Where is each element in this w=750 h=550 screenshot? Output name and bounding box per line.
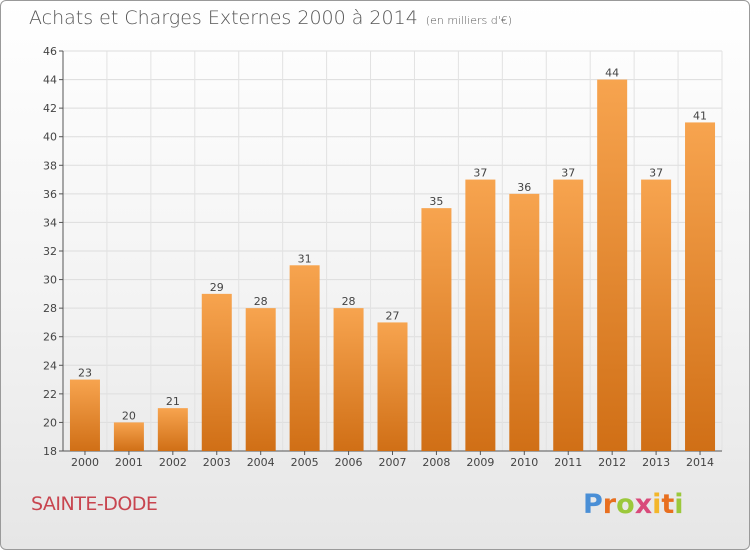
data-label: 36 [517,181,531,194]
data-label: 35 [429,195,443,208]
bar [641,179,672,452]
x-tick-label: 2008 [422,456,450,469]
y-tick-label: 40 [43,131,57,144]
x-tick-label: 2013 [642,456,670,469]
data-label: 27 [386,309,400,322]
x-tick-label: 2009 [466,456,494,469]
x-tick-label: 2010 [510,456,538,469]
x-tick-label: 2014 [686,456,714,469]
chart-subtitle: (en milliers d'€) [425,14,513,27]
y-tick-label: 18 [43,445,57,458]
x-tick-label: 2011 [554,456,582,469]
bar [597,79,628,452]
x-tick-label: 2007 [379,456,407,469]
y-tick-label: 42 [43,102,57,115]
bars [69,79,716,452]
y-tick-label: 34 [43,216,57,229]
y-tick-label: 46 [43,45,57,58]
x-tick-label: 2005 [291,456,319,469]
data-label: 20 [122,409,136,422]
x-tick-label: 2001 [115,456,143,469]
data-label: 31 [298,252,312,265]
x-tick-label: 2002 [159,456,187,469]
data-label: 21 [166,395,180,408]
bar [553,179,584,452]
y-tick-label: 24 [43,359,57,372]
y-tick-label: 30 [43,274,57,287]
y-tick-label: 20 [43,416,57,429]
y-tick-label: 32 [43,245,57,258]
data-label: 28 [342,295,356,308]
x-tick-label: 2006 [335,456,363,469]
bar [245,308,276,451]
y-tick-label: 44 [43,74,57,87]
data-label: 44 [605,67,619,80]
y-tick-label: 26 [43,331,57,344]
data-label: 29 [210,281,224,294]
data-label: 23 [78,367,92,380]
x-tick-label: 2012 [598,456,626,469]
bar [377,322,408,451]
bar [421,208,452,451]
proxiti-logo: Proxiti [583,489,684,520]
bar [333,308,364,451]
bar [201,293,232,451]
commune-name: SAINTE-DODE [31,493,158,515]
y-tick-label: 28 [43,302,57,315]
x-tick-label: 2003 [203,456,231,469]
x-tick-label: 2004 [247,456,275,469]
y-tick-label: 36 [43,188,57,201]
chart-title-text: Achats et Charges Externes 2000 à 2014 [29,7,418,29]
data-label: 37 [649,167,663,180]
bar [69,379,100,451]
chart-title: Achats et Charges Externes 2000 à 2014 (e… [29,7,512,29]
bar [685,122,716,451]
y-tick-label: 38 [43,159,57,172]
data-label: 41 [693,109,707,122]
x-tick-label: 2000 [71,456,99,469]
data-label: 28 [254,295,268,308]
data-label: 37 [473,167,487,180]
bar [509,193,540,451]
bar [465,179,496,452]
bar [289,265,320,451]
data-label: 37 [561,167,575,180]
y-tick-label: 22 [43,388,57,401]
bar [157,408,188,451]
labels: 18 20 22 24 26 28 30 32 34 36 38 40 42 44 46 23 2000 20 20… [43,45,714,469]
bar [113,422,144,451]
